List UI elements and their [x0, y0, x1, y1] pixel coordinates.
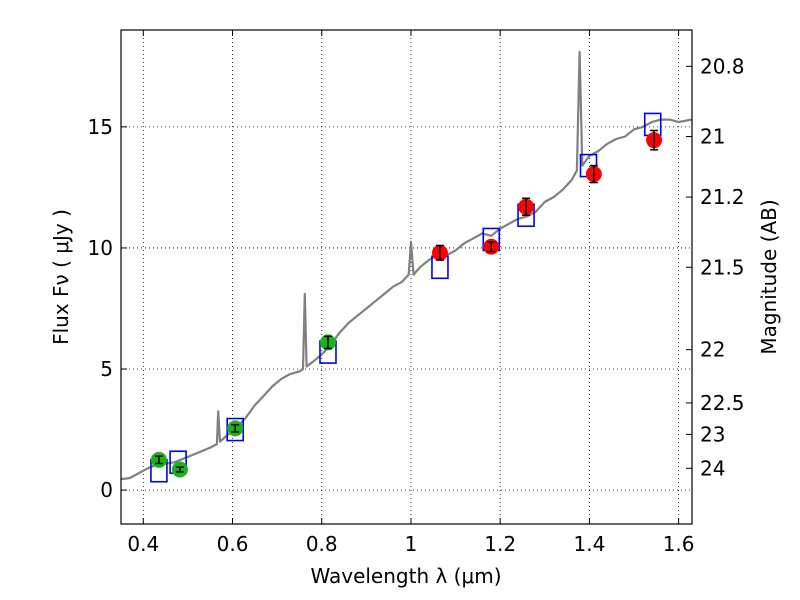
plot-frame — [120, 29, 693, 525]
tick-layer: 0.4 0.6 0.8 1 1.2 1.4 1.6 0 5 10 15 20.8 21 21.2 21.5 2… — [88, 30, 745, 556]
x-axis-label: Wavelength λ (μm) — [310, 564, 501, 588]
model-spectrum-line — [120, 50, 693, 481]
y-tick-label: 10 — [88, 236, 113, 260]
right-axis-label: Magnitude (AB) — [757, 199, 781, 354]
right-tick-label: 21.2 — [700, 185, 745, 209]
right-tick-label: 22 — [700, 338, 725, 362]
x-tick-label: 1 — [405, 532, 418, 556]
y-tick-label: 0 — [100, 478, 113, 502]
x-tick-label: 0.4 — [127, 532, 159, 556]
right-tick-label: 20.8 — [700, 54, 745, 78]
y-tick-label: 5 — [100, 357, 113, 381]
right-tick-label: 21 — [700, 125, 725, 149]
x-tick-label: 1.2 — [484, 532, 516, 556]
y-tick-label: 15 — [88, 115, 113, 139]
x-tick-label: 0.8 — [306, 532, 338, 556]
right-tick-label: 23 — [700, 422, 725, 446]
x-tick-label: 0.6 — [217, 532, 249, 556]
x-tick-label: 1.6 — [663, 532, 695, 556]
model-band-square — [226, 417, 244, 442]
right-tick-label: 21.5 — [700, 255, 745, 279]
x-tick-label: 1.4 — [573, 532, 605, 556]
right-tick-label: 24 — [700, 456, 725, 480]
right-tick-label: 22.5 — [700, 391, 745, 415]
y-axis-label: Flux Fν ( μJy ) — [49, 209, 73, 345]
data-layer — [120, 50, 693, 483]
